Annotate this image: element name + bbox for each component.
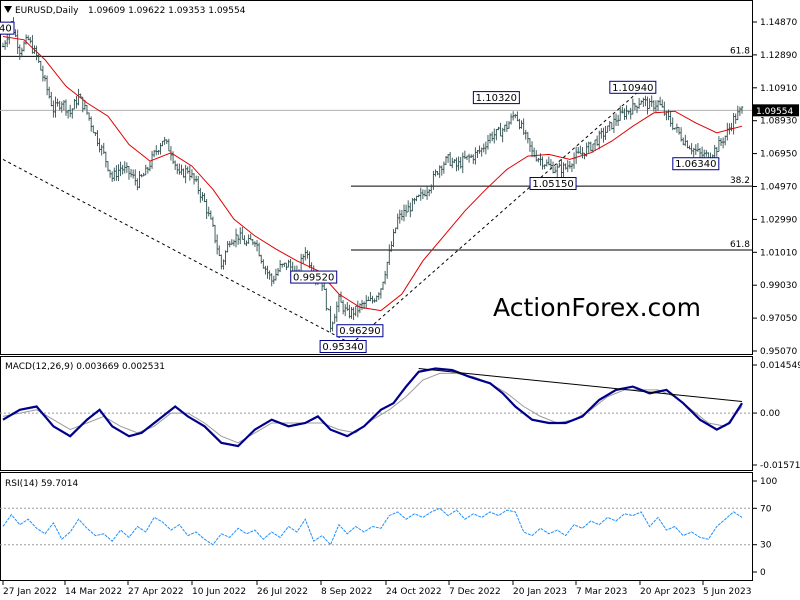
price-tick-label: 1.14870 xyxy=(760,18,797,28)
label-frame xyxy=(336,324,384,338)
price-tick-label: 1.12890 xyxy=(760,51,797,61)
price-tick-label: 0.95070 xyxy=(760,347,797,357)
rsi-lines xyxy=(0,507,752,546)
price-tick-label: 1.06950 xyxy=(760,150,797,160)
price-trendlines xyxy=(2,86,644,345)
x-tick-label: 10 Jun 2022 xyxy=(192,587,246,597)
price-label-box: 1.05150 xyxy=(529,177,577,191)
price-label-box: 1.06340 xyxy=(672,157,720,171)
label-text: 1.14840 xyxy=(0,24,12,35)
price-label-box: 1.10940 xyxy=(609,80,657,94)
price-trendline xyxy=(351,86,644,345)
price-label-box: 0.96290 xyxy=(336,324,384,338)
label-frame xyxy=(472,91,520,105)
macd-title: MACD(12,26,9) 0.003669 0.002531 xyxy=(5,362,165,372)
label-frame xyxy=(609,80,657,94)
label-text: 1.05150 xyxy=(532,179,573,190)
x-tick-label: 8 Sep 2022 xyxy=(321,587,372,597)
x-tick-label: 20 Apr 2023 xyxy=(640,587,696,597)
last-price-box xyxy=(753,104,799,117)
price-tick-label: 0.97050 xyxy=(760,314,797,324)
macd-y-axis: 0.014549 0.00 -0.015712 xyxy=(752,361,800,471)
label-text: 0.95340 xyxy=(322,342,363,353)
rsi-tick-label: 0 xyxy=(760,568,766,578)
label-text: 1.10940 xyxy=(612,83,653,94)
last-price-marker: 1.09554 xyxy=(753,104,799,117)
price-label-box: 1.10320 xyxy=(472,91,520,105)
x-tick-label: 7 Dec 2022 xyxy=(449,587,501,597)
price-y-axis: 1.14870 1.12890 1.10910 1.08930 1.06950 1.049… xyxy=(752,18,797,357)
price-panel xyxy=(0,0,753,355)
price-header: EURUSD,Daily 1.09609 1.09622 1.09353 1.0… xyxy=(4,6,246,16)
dropdown-triangle-icon[interactable] xyxy=(4,6,12,13)
price-bars xyxy=(1,17,744,333)
macd-trendline xyxy=(418,367,743,403)
symbol-label: EURUSD,Daily xyxy=(15,6,79,16)
rsi-y-axis: 100 70 30 0 xyxy=(752,477,777,578)
price-tick-label: 1.04970 xyxy=(760,183,797,193)
label-text: 1.06340 xyxy=(675,159,716,170)
last-price-label: 1.09554 xyxy=(756,107,793,117)
x-tick-label: 7 Mar 2023 xyxy=(576,587,627,597)
price-tick-label: 1.10910 xyxy=(760,84,797,94)
macd-tick-label: -0.015712 xyxy=(760,461,800,471)
x-tick-label: 20 Jan 2023 xyxy=(513,587,567,597)
rsi-tick-label: 70 xyxy=(760,504,772,514)
watermark: ActionForex.com xyxy=(493,293,701,322)
rsi-line xyxy=(2,507,743,546)
fib-level-label: 61.8 xyxy=(730,240,750,250)
rsi-tick-label: 100 xyxy=(760,477,777,487)
time-x-axis: 27 Jan 2022 14 Mar 2022 27 Apr 2022 10 Jun … xyxy=(2,580,751,597)
x-tick-label: 27 Apr 2022 xyxy=(128,587,184,597)
rsi-title: RSI(14) 59.7014 xyxy=(5,479,78,489)
label-frame xyxy=(672,157,720,171)
label-text: 0.99520 xyxy=(293,273,334,284)
label-frame xyxy=(290,270,338,284)
macd-lines xyxy=(0,367,752,448)
price-tick-label: 1.01010 xyxy=(760,248,797,258)
moving-average-line xyxy=(2,36,743,312)
price-bar xyxy=(740,105,744,114)
x-tick-label: 14 Mar 2022 xyxy=(65,587,122,597)
label-frame xyxy=(319,340,367,354)
x-tick-label: 24 Oct 2022 xyxy=(386,587,442,597)
x-tick-label: 27 Jan 2022 xyxy=(3,587,57,597)
macd-tick-label: 0.00 xyxy=(760,409,780,419)
price-annotations: 1.14840 1.10320 1.10940 1.06340 1.05150 0.995… xyxy=(0,21,720,354)
price-label-box: 1.14840 xyxy=(0,21,15,35)
rsi-panel xyxy=(0,472,753,581)
macd-signal-line xyxy=(2,372,743,444)
price-label-box: 0.99520 xyxy=(290,270,338,284)
x-tick-label: 26 Jul 2022 xyxy=(257,587,308,597)
label-text: 1.10320 xyxy=(476,93,517,104)
label-frame xyxy=(0,21,15,35)
macd-tick-label: 0.014549 xyxy=(760,361,800,371)
x-tick-label: 5 Jun 2023 xyxy=(703,587,751,597)
label-text: 0.96290 xyxy=(339,326,380,337)
ohlc-label: 1.09609 1.09622 1.09353 1.09554 xyxy=(88,6,246,16)
fib-level-label: 61.8 xyxy=(730,46,750,56)
price-label-box: 0.95340 xyxy=(319,340,367,354)
rsi-tick-label: 30 xyxy=(760,541,772,551)
price-tick-label: 1.02990 xyxy=(760,215,797,225)
label-frame xyxy=(529,177,577,191)
fib-level-label: 38.2 xyxy=(730,176,750,186)
price-tick-label: 0.99030 xyxy=(760,281,797,291)
price-tick-label: 1.08930 xyxy=(760,117,797,127)
